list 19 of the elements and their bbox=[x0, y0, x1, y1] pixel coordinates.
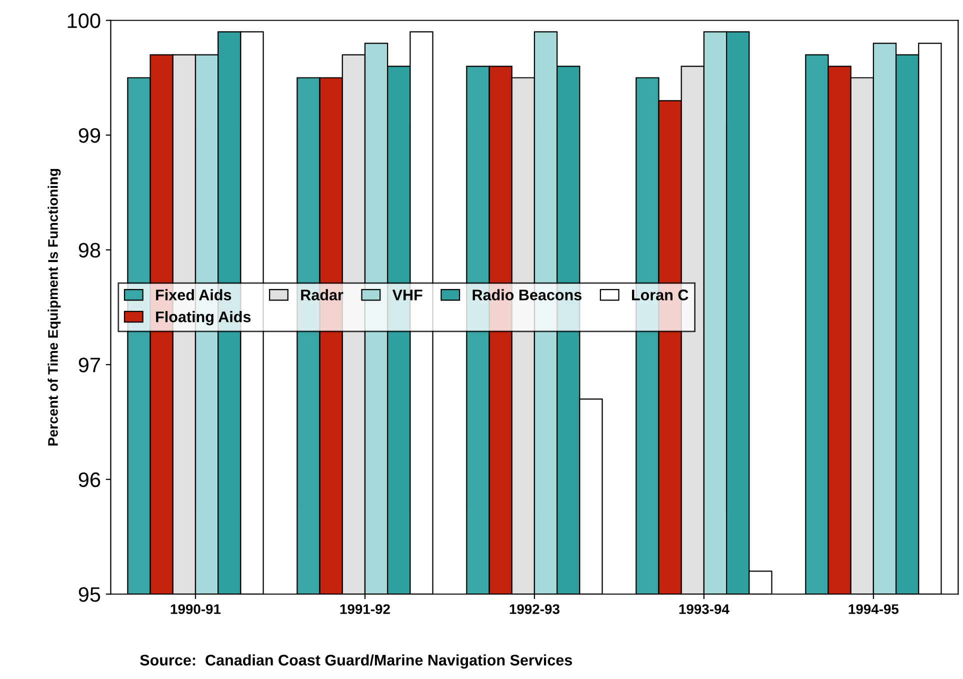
y-tick-label: 95 bbox=[78, 587, 100, 602]
legend-label: Radio Beacons bbox=[472, 289, 582, 300]
y-axis-title: Percent of Time Equipment Is Functioning bbox=[48, 169, 61, 446]
legend-label: Radar bbox=[301, 289, 344, 300]
legend-label: VHF bbox=[392, 290, 422, 300]
legend-label: Fixed Aids bbox=[156, 289, 232, 300]
source-note: Source: Canadian Coast Guard/Marine Navigation Services bbox=[140, 654, 572, 669]
legend-label: Loran C bbox=[632, 290, 688, 300]
x-tick-label: 1990-91 bbox=[170, 604, 221, 614]
x-tick-label: 1991-92 bbox=[340, 604, 390, 614]
x-tick-label: 1993-94 bbox=[679, 604, 730, 614]
x-tick-label: 1992-93 bbox=[510, 604, 560, 614]
y-tick-label: 100 bbox=[68, 13, 100, 28]
x-tick-label: 1994-95 bbox=[848, 604, 899, 614]
legend-label: Floating Aids bbox=[156, 311, 251, 326]
y-tick-label: 96 bbox=[78, 472, 100, 488]
y-tick-label: 98 bbox=[78, 242, 100, 258]
y-tick-label: 97 bbox=[78, 358, 100, 372]
y-tick-label: 99 bbox=[78, 128, 100, 143]
